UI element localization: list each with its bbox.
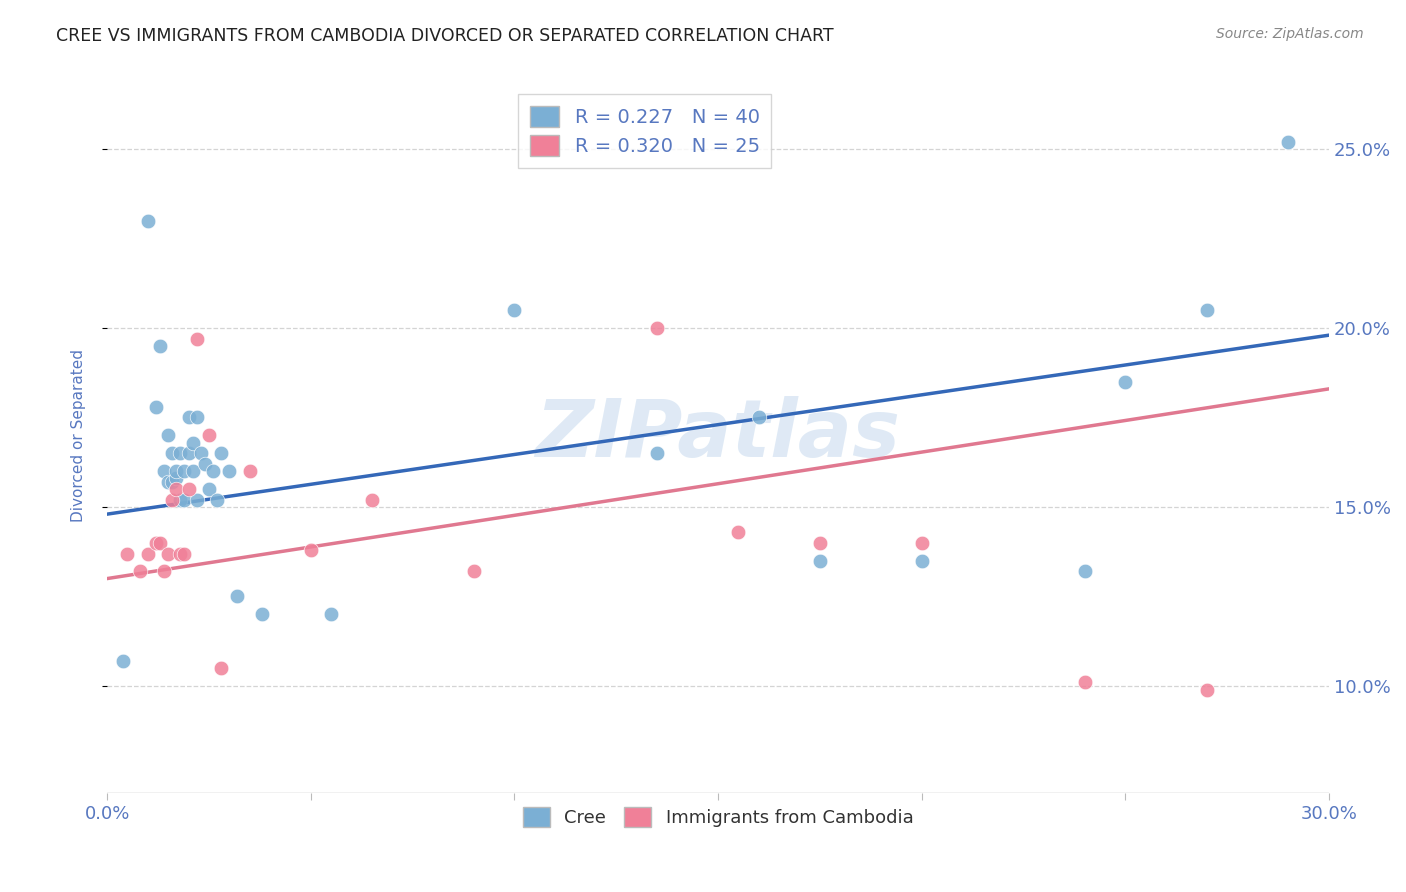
Point bbox=[157, 475, 180, 489]
Point bbox=[117, 547, 139, 561]
Point bbox=[911, 535, 934, 549]
Point bbox=[173, 492, 195, 507]
Point bbox=[808, 554, 831, 568]
Point bbox=[162, 492, 184, 507]
Legend: Cree, Immigrants from Cambodia: Cree, Immigrants from Cambodia bbox=[516, 800, 921, 834]
Point bbox=[463, 565, 485, 579]
Point bbox=[162, 475, 184, 489]
Point bbox=[748, 410, 770, 425]
Point bbox=[186, 492, 208, 507]
Point bbox=[145, 535, 167, 549]
Point bbox=[149, 339, 172, 353]
Text: CREE VS IMMIGRANTS FROM CAMBODIA DIVORCED OR SEPARATED CORRELATION CHART: CREE VS IMMIGRANTS FROM CAMBODIA DIVORCE… bbox=[56, 27, 834, 45]
Point bbox=[1277, 135, 1299, 149]
Point bbox=[727, 524, 749, 539]
Point bbox=[360, 492, 382, 507]
Point bbox=[173, 464, 195, 478]
Point bbox=[181, 435, 204, 450]
Point bbox=[153, 464, 176, 478]
Point bbox=[299, 543, 322, 558]
Point bbox=[503, 303, 526, 318]
Point bbox=[209, 661, 232, 675]
Point bbox=[157, 547, 180, 561]
Point bbox=[198, 482, 221, 496]
Point bbox=[319, 607, 342, 622]
Text: ZIPatlas: ZIPatlas bbox=[536, 396, 901, 475]
Point bbox=[169, 446, 191, 460]
Point bbox=[1195, 303, 1218, 318]
Point bbox=[1195, 682, 1218, 697]
Point bbox=[198, 428, 221, 442]
Point bbox=[1073, 565, 1095, 579]
Point bbox=[128, 565, 150, 579]
Point bbox=[645, 446, 668, 460]
Point bbox=[149, 535, 172, 549]
Point bbox=[911, 554, 934, 568]
Point bbox=[153, 565, 176, 579]
Point bbox=[177, 482, 200, 496]
Point bbox=[165, 482, 187, 496]
Point bbox=[250, 607, 273, 622]
Point bbox=[165, 464, 187, 478]
Point bbox=[165, 471, 187, 485]
Point bbox=[205, 492, 228, 507]
Point bbox=[226, 590, 249, 604]
Point bbox=[157, 428, 180, 442]
Point bbox=[1114, 375, 1136, 389]
Point bbox=[194, 457, 217, 471]
Point bbox=[645, 321, 668, 335]
Point bbox=[201, 464, 224, 478]
Point bbox=[112, 654, 135, 668]
Point bbox=[218, 464, 240, 478]
Point bbox=[136, 547, 159, 561]
Point bbox=[209, 446, 232, 460]
Point bbox=[181, 464, 204, 478]
Point bbox=[190, 446, 212, 460]
Point bbox=[186, 410, 208, 425]
Point bbox=[1073, 675, 1095, 690]
Point bbox=[173, 547, 195, 561]
Point bbox=[169, 547, 191, 561]
Point bbox=[177, 446, 200, 460]
Point bbox=[186, 332, 208, 346]
Y-axis label: Divorced or Separated: Divorced or Separated bbox=[72, 349, 86, 522]
Point bbox=[239, 464, 262, 478]
Point bbox=[136, 213, 159, 227]
Point bbox=[162, 446, 184, 460]
Point bbox=[808, 535, 831, 549]
Point bbox=[169, 492, 191, 507]
Point bbox=[177, 410, 200, 425]
Point bbox=[145, 400, 167, 414]
Text: Source: ZipAtlas.com: Source: ZipAtlas.com bbox=[1216, 27, 1364, 41]
